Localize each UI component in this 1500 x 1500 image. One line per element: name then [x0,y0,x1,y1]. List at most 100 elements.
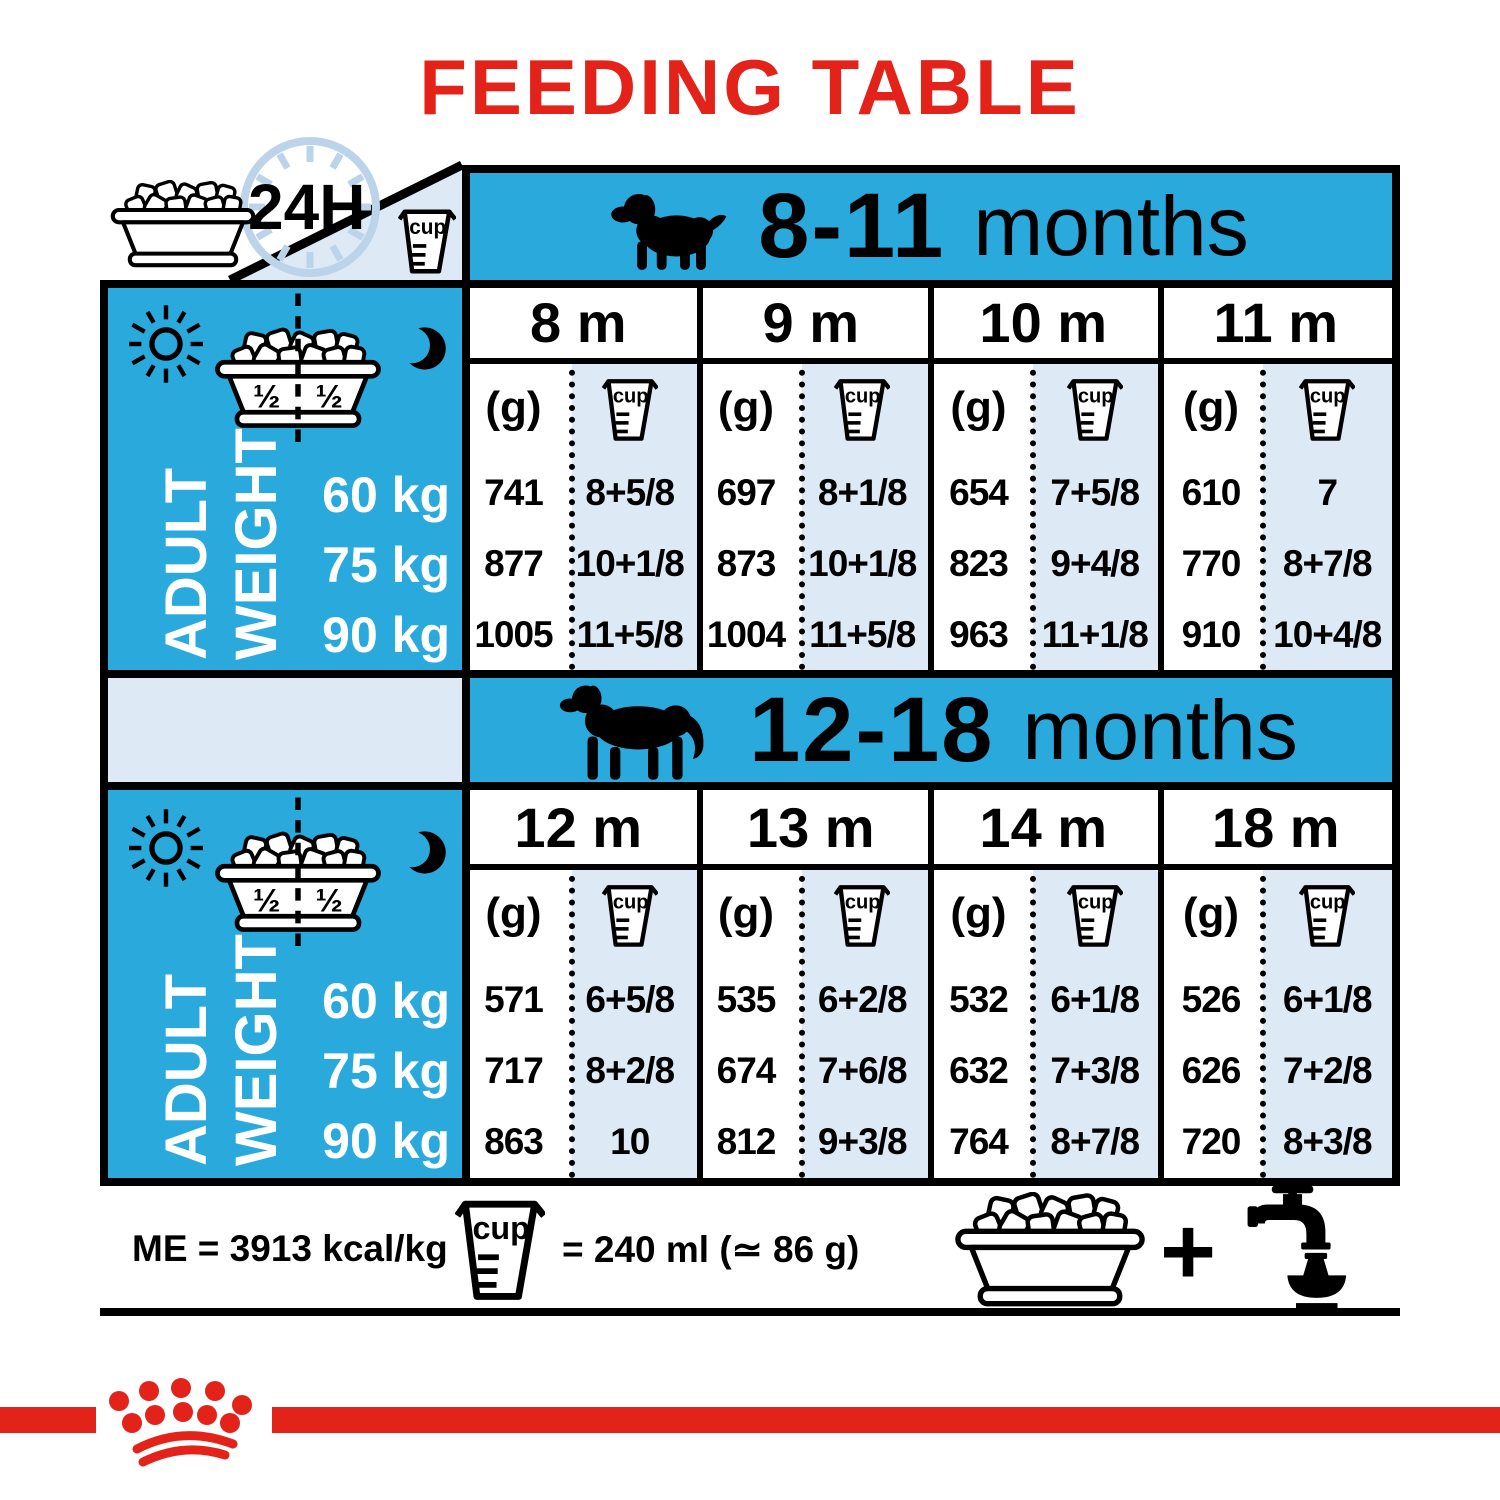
age-suffix: months [973,179,1249,273]
age-range: 8-11 [758,175,946,277]
grid-line [1158,782,1164,1178]
moon-icon [394,327,446,370]
grid-line [100,782,1400,790]
measuring-cup-icon: cup [1262,358,1392,458]
cups-value: 8+3/8 [1282,1121,1373,1163]
measuring-cup-icon: cup [565,358,695,458]
cups-value: 11+1/8 [1041,613,1149,655]
metabolizable-energy-text: ME = 3913 kcal/kg [132,1228,448,1269]
weight-row-label: 75 kg [322,537,450,593]
daily-ration-label: 24H [248,171,366,243]
cups-value: 6+1/8 [1050,978,1140,1020]
weight-row-label: 90 kg [322,1113,450,1169]
grams-value: 632 [949,1049,1009,1091]
month-data-column: (g) cup 697 8+1/8 873 10+1/8 1004 11+5/8 [695,358,928,670]
dotted-divider [1030,358,1036,670]
grams-value: 674 [716,1049,777,1091]
section2-header: 12-18 months [462,678,1392,782]
half-split-bowl-icon: ½ ½ [215,797,381,948]
grams-value: 770 [1181,542,1242,584]
cups-value: 6+2/8 [817,978,908,1020]
half-split-bowl-icon: ½ ½ [215,293,381,444]
weight-row-label: 90 kg [322,607,450,663]
grid-line [462,864,1392,870]
grams-value: 571 [484,978,544,1020]
measuring-cup-icon: cup [398,209,456,274]
grams-value: 626 [1181,1049,1242,1091]
svg-text:cup: cup [472,1210,529,1246]
cup-equivalence-text: = 240 ml (≃ 86 g) [562,1229,860,1270]
cups-value: 6+5/8 [585,978,675,1020]
grams-value: 720 [1181,1121,1242,1163]
grid-line [1158,280,1164,670]
kibble-bowl-icon [955,1192,1145,1307]
adult-dog-icon [559,685,704,780]
month-column-header: 12 m [514,795,643,859]
grams-unit-label: (g) [1182,889,1240,938]
month-header-row: 8 m 9 m 10 m 11 m [462,286,1392,358]
grams-value: 1004 [706,613,786,655]
between-cell-bg [100,678,462,782]
month-column-header: 9 m [762,290,860,354]
cups-value: 11+5/8 [576,613,684,655]
grid-line [100,1308,1400,1316]
grid-line [1392,165,1400,1186]
brand-stripe [0,1407,96,1433]
grams-value: 877 [484,542,544,584]
svg-text:½: ½ [253,882,280,919]
grid-line [100,1178,1400,1186]
sidebar-section2: ½ ½ ADULT WEIGHT 60 kg 75 kg 90 kg [100,782,462,1178]
svg-text:½: ½ [253,378,280,415]
cups-value: 9+4/8 [1050,542,1140,584]
cups-value: 7 [1317,472,1338,514]
puppy-icon [611,193,727,270]
grams-value: 535 [716,978,777,1020]
measuring-cup-icon: cup [1030,358,1160,458]
grams-unit-label: (g) [1182,383,1240,432]
grid-line [100,670,1400,678]
month-data-column: (g) cup 535 6+2/8 674 7+6/8 812 9+3/8 [695,864,928,1178]
grid-line [928,280,934,670]
weight-row-label: 75 kg [322,1043,450,1099]
weight-row-label: 60 kg [322,467,450,523]
month-data-column: (g) cup 532 6+1/8 632 7+3/8 764 8+7/8 [927,864,1160,1178]
clock-icon [240,137,380,277]
measuring-cup-icon: cup [797,864,927,964]
water-tap-icon [1247,1182,1347,1309]
cups-value: 7+6/8 [817,1049,908,1091]
cups-value: 10+1/8 [575,542,685,584]
grams-unit-label: (g) [950,383,1007,432]
cups-value: 11+5/8 [809,613,916,655]
section1-header: 8-11 months [462,173,1392,280]
cups-value: 7+3/8 [1050,1049,1140,1091]
month-column-header: 18 m [1211,795,1340,859]
month-column-header: 10 m [979,290,1108,354]
grams-value: 764 [949,1121,1009,1163]
cups-value: 10+4/8 [1273,613,1382,655]
cups-value: 8+2/8 [585,1049,675,1091]
cups-value: 10 [610,1121,650,1163]
cups-value: 8+7/8 [1282,542,1373,584]
page-title: FEEDING TABLE [419,43,1081,131]
grams-value: 863 [484,1121,544,1163]
grams-value: 741 [484,472,544,514]
svg-text:cup: cup [1078,385,1114,407]
grams-value: 697 [716,472,777,514]
cups-value: 7+2/8 [1282,1049,1373,1091]
age-suffix: months [1022,682,1298,777]
svg-text:cup: cup [613,891,649,913]
grams-value: 963 [949,613,1009,655]
grams-value: 526 [1181,978,1242,1020]
measuring-cup-icon: cup [565,864,695,964]
grams-unit-label: (g) [717,889,775,938]
month-data-column: (g) cup 654 7+5/8 823 9+4/8 963 11+1/8 [927,358,1160,670]
sun-icon [129,305,203,383]
plus-sign: + [1160,1198,1217,1305]
section1-data: (g) cup 741 8+5/8 877 10+1/8 1005 11+5/8… [462,358,1392,670]
grid-line [928,782,934,1178]
month-data-column: (g) cup 741 8+5/8 877 10+1/8 1005 11+5/8 [462,358,695,670]
cups-value: 8+5/8 [585,472,675,514]
cups-value: 9+3/8 [817,1121,908,1163]
month-column-header: 8 m [530,290,627,354]
grams-unit-label: (g) [485,889,542,938]
